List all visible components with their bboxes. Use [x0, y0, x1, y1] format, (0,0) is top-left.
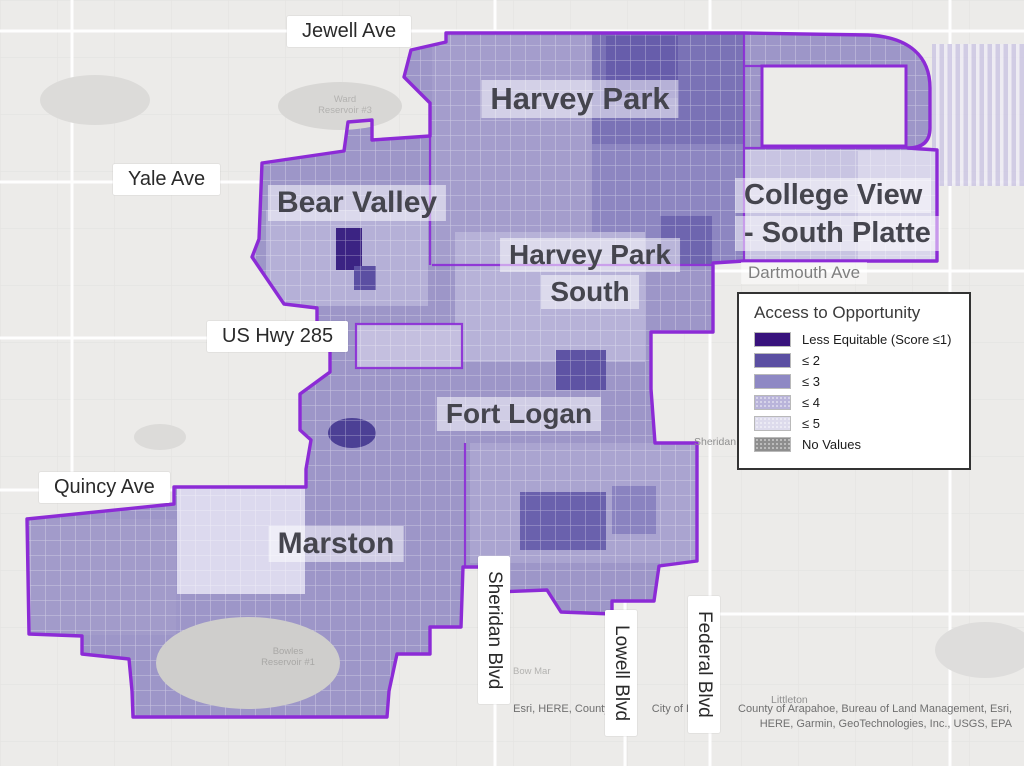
- city-boundary: [25, 31, 939, 719]
- neighborhood-label-bear-valley: Bear Valley: [267, 185, 447, 221]
- neighborhood-label-fort-logan: Fort Logan: [436, 397, 602, 431]
- attribution-line1: Esri, HERE, County City of De County of Ar…: [513, 702, 1012, 717]
- basemap-water: [40, 75, 1024, 709]
- legend-swatch-score-2: [754, 353, 791, 368]
- place-label-littleton: Littleton: [771, 694, 808, 706]
- legend-swatch-no-values: [754, 437, 791, 452]
- legend-swatch-score-4: [754, 395, 791, 410]
- legend-item-score-1: Less Equitable (Score ≤1): [754, 332, 959, 347]
- place-label-reservoir-nw: Ward Reservoir #3: [318, 94, 372, 116]
- legend-swatch-score-3: [754, 374, 791, 389]
- street-label-sheridan-blvd: Sheridan Blvd: [478, 556, 510, 705]
- place-label-sheridan: Sheridan: [694, 436, 737, 448]
- neighborhood-label-marston: Marston: [268, 526, 404, 562]
- street-label-lowell-blvd: Lowell Blvd: [605, 610, 637, 737]
- neighborhood-label-harvey-park: Harvey Park: [481, 80, 679, 118]
- attribution-fragment-1: Esri, HERE, County: [513, 703, 610, 715]
- legend-item-score-4: ≤ 4: [754, 395, 959, 410]
- street-label-yale-ave: Yale Ave: [113, 164, 221, 195]
- legend-swatch-score-5: [754, 416, 791, 431]
- street-label-dartmouth-ave: Dartmouth Ave: [741, 262, 868, 284]
- street-label-quincy-ave: Quincy Ave: [39, 472, 170, 503]
- neighborhood-label-college-view-south-platte: College View - South Platte: [735, 178, 940, 251]
- legend: Access to Opportunity Less Equitable (Sc…: [737, 292, 971, 470]
- legend-item-score-2: ≤ 2: [754, 353, 959, 368]
- outside-city-hatch: [932, 44, 1024, 186]
- legend-item-score-3: ≤ 3: [754, 374, 959, 389]
- street-label-jewell-ave: Jewell Ave: [287, 16, 412, 47]
- legend-swatch-score-1: [754, 332, 791, 347]
- place-label-bow-mar: Bow Mar: [513, 666, 551, 677]
- street-label-federal-blvd: Federal Blvd: [688, 596, 720, 733]
- legend-item-no-values: No Values: [754, 437, 959, 452]
- attribution-fragment-2: City of De: [651, 703, 701, 715]
- place-label-reservoir-sw: Bowles Reservoir #1: [261, 646, 315, 668]
- attribution-line2: HERE, Garmin, GeoTechnologies, Inc., USG…: [759, 718, 1012, 730]
- legend-title: Access to Opportunity: [754, 303, 921, 322]
- street-label-us-hwy-285: US Hwy 285: [207, 321, 349, 352]
- legend-item-score-5: ≤ 5: [754, 416, 959, 431]
- attribution: Esri, HERE, County City of De County of Ar…: [513, 702, 1012, 732]
- neighborhood-label-harvey-park-south: Harvey Park South: [500, 238, 680, 309]
- boundary-hole: [760, 64, 908, 148]
- attribution-fragment-3: County of Arapahoe, Bureau of Land Manag…: [738, 703, 1012, 715]
